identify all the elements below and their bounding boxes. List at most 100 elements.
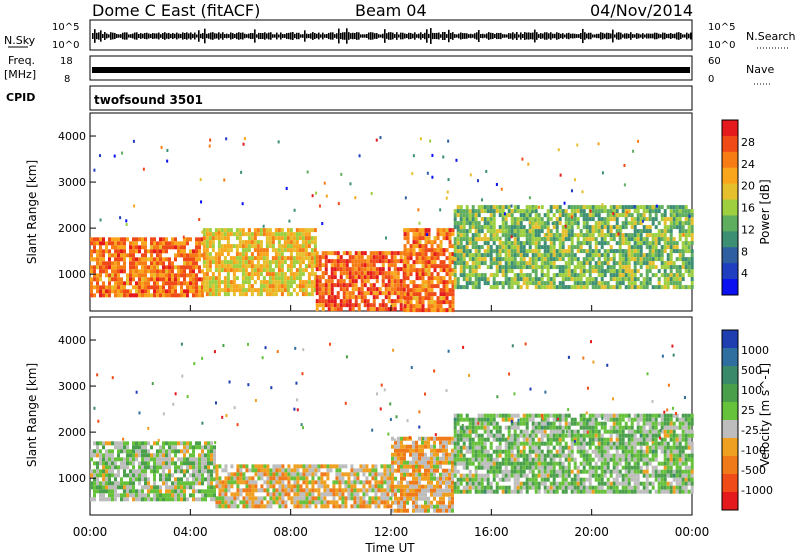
heat-cell xyxy=(356,480,360,485)
heat-cell xyxy=(453,241,457,246)
heat-cell xyxy=(357,307,361,312)
heat-cell xyxy=(174,273,177,278)
heat-cell xyxy=(351,267,355,272)
heat-cell xyxy=(99,497,102,502)
heat-cell xyxy=(275,496,279,501)
heat-cell xyxy=(386,464,390,469)
heat-cell xyxy=(323,500,327,505)
heat-cell xyxy=(421,456,424,461)
heat-cell xyxy=(135,289,138,294)
heat-cell xyxy=(397,456,400,461)
heat-cell xyxy=(317,488,321,493)
heat-cell xyxy=(265,236,269,241)
heat-cell xyxy=(374,488,378,493)
heat-cell xyxy=(117,273,120,278)
heat-cell xyxy=(648,245,652,250)
heat-cell xyxy=(652,222,655,226)
heat-cell xyxy=(223,244,227,249)
heat-cell xyxy=(448,440,451,445)
heat-cell xyxy=(207,473,210,478)
heat-cell xyxy=(235,248,239,253)
heat-cell xyxy=(477,277,481,282)
heat-cell xyxy=(277,260,281,265)
heat-cell xyxy=(162,273,165,278)
heat-cell xyxy=(232,232,236,237)
heat-cell xyxy=(337,202,340,206)
heat-cell xyxy=(448,452,451,457)
heat-cell xyxy=(202,272,206,277)
heat-cell xyxy=(576,285,580,290)
heat-cell xyxy=(281,500,285,505)
nsky-sample xyxy=(658,33,660,39)
heat-cell xyxy=(348,291,352,296)
heat-cell xyxy=(250,240,254,245)
heat-cell xyxy=(114,241,117,246)
heat-cell xyxy=(324,259,328,264)
heat-cell xyxy=(403,476,406,481)
heat-cell xyxy=(281,504,285,509)
heat-cell xyxy=(208,264,212,269)
heat-cell xyxy=(609,213,613,218)
heat-cell xyxy=(202,264,206,269)
heat-cell xyxy=(192,293,195,298)
heat-cell xyxy=(453,209,457,214)
heat-cell xyxy=(307,284,311,289)
heat-cell xyxy=(348,275,352,280)
heat-cell xyxy=(439,480,442,485)
heat-cell xyxy=(403,484,406,489)
heat-cell xyxy=(624,253,628,258)
nsky-sample xyxy=(438,32,440,40)
heat-cell xyxy=(442,248,446,253)
heat-cell xyxy=(690,277,694,282)
heat-cell xyxy=(192,449,195,454)
nsky-sample xyxy=(420,32,422,40)
heat-cell xyxy=(226,268,230,273)
heat-cell xyxy=(147,285,150,290)
heat-cell xyxy=(456,213,460,218)
heat-cell xyxy=(102,469,105,474)
heat-cell xyxy=(307,260,311,265)
heat-cell xyxy=(684,209,688,214)
nsky-sample xyxy=(326,33,328,39)
heat-cell xyxy=(278,500,282,505)
heat-cell xyxy=(156,497,159,502)
heat-cell xyxy=(295,256,299,261)
heat-cell xyxy=(250,260,254,265)
heat-cell xyxy=(477,273,481,278)
heat-cell xyxy=(389,496,393,501)
heat-cell xyxy=(456,233,460,238)
heat-cell xyxy=(394,476,397,481)
heat-cell xyxy=(436,508,439,513)
heat-cell xyxy=(268,264,272,269)
heat-cell xyxy=(468,209,472,214)
heat-cell xyxy=(308,492,312,497)
heat-cell xyxy=(126,489,129,494)
heat-cell xyxy=(293,496,297,501)
heat-cell xyxy=(318,204,321,208)
heat-cell xyxy=(678,209,682,214)
heat-cell xyxy=(471,437,475,442)
heat-cell xyxy=(585,285,589,290)
heat-cell xyxy=(498,213,502,218)
nsky-sample xyxy=(582,28,584,44)
heat-cell xyxy=(238,268,242,273)
heat-cell xyxy=(372,283,376,288)
heat-cell xyxy=(226,228,230,233)
heat-cell xyxy=(465,233,469,238)
heat-cell xyxy=(600,265,604,270)
heat-cell xyxy=(459,245,463,250)
heat-cell xyxy=(495,285,499,290)
heat-cell xyxy=(205,228,209,233)
heat-cell xyxy=(633,257,637,262)
heat-cell xyxy=(585,253,589,258)
heat-cell xyxy=(442,268,446,273)
heat-cell xyxy=(442,296,446,301)
heat-cell xyxy=(612,237,616,242)
heat-cell xyxy=(531,249,535,254)
heat-cell xyxy=(108,441,111,446)
heat-cell xyxy=(516,209,520,214)
heat-cell xyxy=(495,257,499,262)
heat-cell xyxy=(198,285,201,290)
heat-cell xyxy=(421,448,424,453)
heat-cell xyxy=(567,213,571,218)
